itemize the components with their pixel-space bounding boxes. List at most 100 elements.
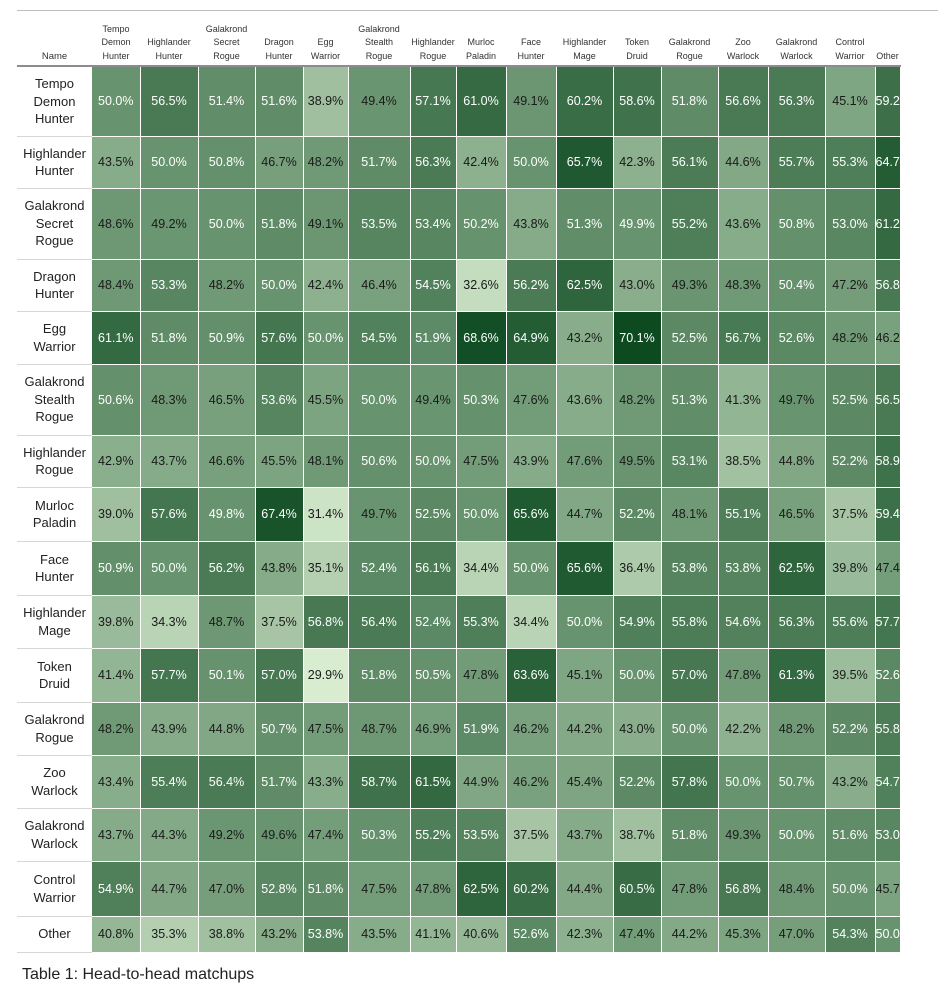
row-header: Galakrond Stealth Rogue [17, 364, 92, 436]
matchup-cell: 54.9% [92, 861, 141, 917]
matchup-cell: 52.6% [506, 916, 557, 953]
column-header-line: Paladin [465, 50, 497, 61]
matchup-cell: 50.9% [198, 311, 256, 365]
matchup-cell: 44.3% [140, 808, 199, 862]
matchup-cell: 62.5% [456, 861, 507, 917]
matchup-cell: 54.9% [613, 595, 662, 649]
matchup-cell: 55.7% [768, 136, 826, 189]
matchup-cell: 55.6% [825, 595, 876, 649]
row-header-line: Token [37, 658, 72, 674]
matchup-cell: 55.2% [410, 808, 457, 862]
row-header-line: Control [33, 872, 76, 887]
matchup-cell: 29.9% [303, 648, 349, 703]
row-header: Galakrond Rogue [17, 702, 92, 756]
column-header: Face Hunter [506, 11, 556, 67]
matchup-cell: 43.2% [556, 311, 614, 365]
matchup-cell: 52.2% [825, 435, 876, 488]
matchup-cell: 45.5% [303, 364, 349, 436]
matchup-cell: 53.0% [825, 188, 876, 260]
matchup-cell: 52.5% [410, 487, 457, 542]
column-header-line: Hunter [102, 50, 130, 61]
matchup-cell: 51.3% [556, 188, 614, 260]
matchup-cell: 67.4% [255, 487, 304, 542]
matchup-cell: 42.2% [718, 702, 769, 756]
matchup-cell: 50.0% [303, 311, 349, 365]
matchup-cell: 64.9% [506, 311, 557, 365]
table-row: Galakrond Stealth Rogue 50.6% 48.3% 46.5% 53.6… [17, 364, 901, 436]
matchup-cell: 56.5% [875, 364, 901, 436]
matchup-cell: 53.1% [661, 435, 719, 488]
row-header-line: Warlock [31, 782, 78, 798]
column-header-line: Face [520, 37, 541, 47]
column-header-line: Warlock [780, 50, 813, 61]
matchup-cell: 50.0% [718, 755, 769, 809]
matchup-cell: 50.0% [410, 435, 457, 488]
matchup-cell: 42.3% [556, 916, 614, 953]
matchup-cell: 43.5% [92, 136, 141, 189]
matchup-cell: 50.5% [410, 648, 457, 703]
matchup-cell: 44.7% [140, 861, 199, 917]
matchup-cell: 45.4% [556, 755, 614, 809]
matchup-cell: 53.6% [255, 364, 304, 436]
matchup-cell: 43.8% [255, 541, 304, 596]
matchup-cell: 50.0% [140, 541, 199, 596]
matchup-cell: 57.1% [410, 66, 457, 137]
matchup-cell: 43.7% [140, 435, 199, 488]
column-header-line: Warlock [726, 50, 760, 61]
column-header: Highlander Hunter [140, 11, 198, 67]
matchup-cell: 52.6% [768, 311, 826, 365]
matchup-cell: 31.4% [303, 487, 349, 542]
column-header-line: Highlander [562, 37, 607, 47]
matchup-cell: 49.3% [718, 808, 769, 862]
matchup-cell: 37.5% [255, 595, 304, 649]
matchup-cell: 48.2% [92, 702, 141, 756]
matchup-cell: 52.4% [348, 541, 411, 596]
row-header: Dragon Hunter [17, 259, 92, 312]
matchup-cell: 43.8% [506, 188, 557, 260]
matchup-cell: 47.8% [456, 648, 507, 703]
matchup-cell: 52.2% [825, 702, 876, 756]
matchup-cell: 51.3% [661, 364, 719, 436]
column-header: Zoo Warlock [718, 11, 768, 67]
matchup-cell: 42.4% [456, 136, 507, 189]
matchup-cell: 46.2% [506, 702, 557, 756]
matchup-cell: 52.2% [613, 487, 662, 542]
matchup-cell: 41.4% [92, 648, 141, 703]
matchup-cell: 47.8% [410, 861, 457, 917]
matchup-cell: 58.9% [875, 435, 901, 488]
row-header-line: Galakrond [24, 818, 85, 833]
row-header-line: Highlander [23, 605, 86, 620]
matchup-cell: 47.5% [303, 702, 349, 756]
matchup-cell: 43.2% [825, 755, 876, 809]
column-header-line: Rogue [365, 50, 393, 61]
matchup-cell: 50.1% [198, 648, 256, 703]
matchup-cell: 50.0% [140, 136, 199, 189]
matchup-cell: 46.2% [875, 311, 901, 365]
matchup-cell: 50.9% [92, 541, 141, 596]
column-header: Highlander Mage [556, 11, 613, 67]
matchup-cell: 61.0% [456, 66, 507, 137]
matchup-cell: 56.1% [661, 136, 719, 189]
matchup-cell: 57.6% [255, 311, 304, 365]
column-header-line: Murloc [467, 37, 495, 47]
matchup-cell: 60.2% [506, 861, 557, 917]
row-header: Murloc Paladin [17, 487, 92, 542]
matchup-cell: 49.7% [348, 487, 411, 542]
row-header-line: Demon [33, 93, 76, 109]
matchup-cell: 45.1% [825, 66, 876, 137]
matchup-cell: 43.0% [613, 702, 662, 756]
matchup-cell: 47.4% [303, 808, 349, 862]
matchup-cell: 49.6% [255, 808, 304, 862]
table-row: Galakrond Warlock 43.7% 44.3% 49.2% 49.6% 47.4… [17, 808, 901, 862]
column-header-line: Rogue [213, 50, 240, 61]
matchup-cell: 44.7% [556, 487, 614, 542]
matchup-cell: 56.7% [718, 311, 769, 365]
matchup-cell: 56.2% [198, 541, 256, 596]
table-row: Highlander Hunter 43.5% 50.0% 50.8% 46.7% 48.2… [17, 136, 901, 189]
table-row: Tempo Demon Hunter 50.0% 56.5% 51.4% 51.6% 38.9… [17, 66, 901, 137]
column-header: Tempo Demon Hunter [92, 11, 140, 67]
header-row: Name Tempo Demon Hunter Highlander Hunter Gala… [17, 11, 900, 67]
matchup-cell: 41.3% [718, 364, 769, 436]
row-header-line: Mage [38, 622, 71, 638]
matchup-cell: 55.2% [661, 188, 719, 260]
